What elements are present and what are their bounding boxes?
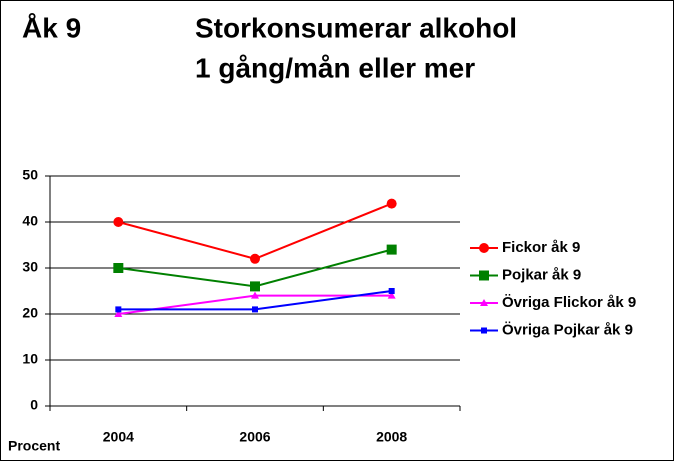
marker	[250, 281, 260, 292]
marker	[387, 291, 396, 299]
y-tick-label: 50	[22, 167, 38, 183]
marker	[481, 327, 487, 334]
chart-title: Storkonsumerar alkohol	[195, 12, 517, 43]
marker	[252, 306, 258, 313]
marker	[386, 198, 397, 209]
marker	[480, 299, 488, 306]
marker	[251, 291, 259, 299]
x-tick-label: 2008	[376, 429, 407, 445]
legend-label: Fickor åk 9	[502, 239, 580, 256]
y-tick-label: 20	[22, 305, 38, 321]
x-tick-label: 2006	[239, 429, 270, 445]
marker	[386, 244, 397, 255]
y-tick-label: 30	[22, 259, 38, 275]
marker	[479, 270, 489, 281]
legend-label: Övriga Pojkar åk 9	[502, 321, 633, 338]
marker	[114, 310, 123, 317]
marker	[113, 263, 124, 273]
marker	[388, 288, 395, 294]
y-tick-label: 10	[22, 351, 38, 367]
chart-subtitle: 1 gång/mån eller mer	[195, 52, 475, 83]
heading: Åk 9	[22, 12, 81, 43]
marker	[115, 306, 122, 313]
y-tick-label: 0	[30, 397, 38, 413]
marker	[479, 243, 489, 253]
marker	[113, 217, 124, 227]
y-tick-label: 40	[22, 213, 38, 229]
marker	[250, 253, 260, 264]
legend-label: Övriga Flickor åk 9	[502, 294, 636, 311]
x-tick-label: 2004	[103, 429, 134, 445]
y-axis-label: Procent	[8, 438, 60, 454]
legend-label: Pojkar åk 9	[502, 266, 581, 283]
